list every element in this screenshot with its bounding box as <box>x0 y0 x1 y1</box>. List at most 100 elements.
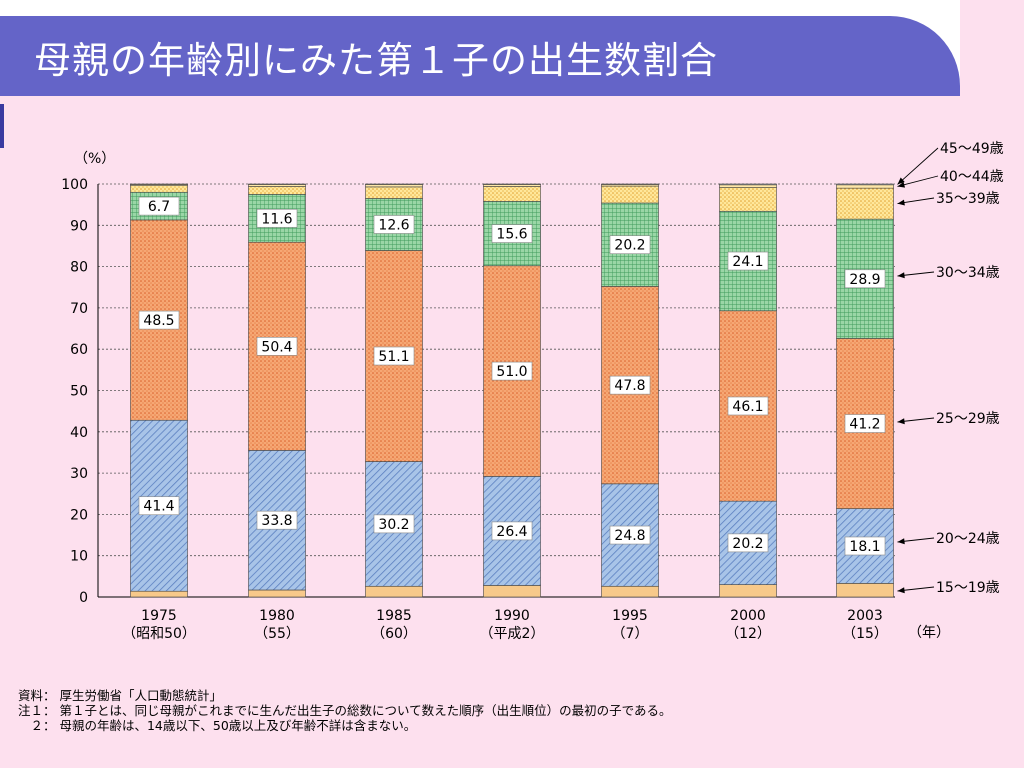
legend-arrow-line <box>897 147 939 185</box>
data-label: 12.6 <box>378 217 409 233</box>
data-label: 24.8 <box>614 528 645 544</box>
bar-segment <box>836 187 894 220</box>
data-label: 51.1 <box>378 349 409 365</box>
bar-segment <box>836 183 894 186</box>
data-label: 51.0 <box>496 364 527 380</box>
data-label: 28.9 <box>849 272 880 288</box>
legend-label: 45〜49歳 <box>940 141 1004 157</box>
data-label: 47.8 <box>614 378 645 394</box>
page-title: 母親の年齢別にみた第１子の出生数割合 <box>34 39 718 82</box>
legend-label: 25〜29歳 <box>936 411 1000 427</box>
data-label-box <box>256 337 298 356</box>
x-axis: 1975 （昭和50） 1980 （55） 1985 （60） 1990 （平成2） 1995 （… <box>122 608 888 642</box>
data-label-box <box>256 208 298 228</box>
bar-segment <box>836 184 894 189</box>
y-tick-label: 0 <box>79 590 88 606</box>
legend: 15〜19歳 20〜24歳 25〜29歳 30〜34歳 35〜39歳 40〜44歳 45〜4… <box>897 141 1004 596</box>
data-label-box <box>609 235 651 255</box>
bar-segment <box>365 186 423 199</box>
legend-label: 40〜44歳 <box>940 169 1004 185</box>
bar-segment <box>248 184 306 187</box>
data-labels: 41.4 48.5 6.7 33.8 50.4 11.6 30.2 51.1 12.6 26.4 5… <box>138 196 886 556</box>
data-label: 41.2 <box>849 417 880 433</box>
data-label: 11.6 <box>261 211 292 227</box>
data-label-box <box>138 310 180 330</box>
x-tick-label: 1985 <box>376 608 412 624</box>
legend-label: 35〜39歳 <box>936 191 1000 207</box>
y-tick-label: 10 <box>70 549 88 565</box>
legend-arrow-head <box>897 272 905 279</box>
data-label: 41.4 <box>143 499 174 515</box>
bar-segment <box>483 585 541 598</box>
data-label: 33.8 <box>261 513 292 529</box>
data-label-box <box>373 346 415 366</box>
x-tick-sublabel: （12） <box>725 626 771 642</box>
data-label: 50.4 <box>261 339 292 355</box>
bar-segment <box>719 183 777 186</box>
note-2: ２： 母親の年齢は、14歳以下、50歳以上及び年齢不詳は含まない。 <box>18 718 417 733</box>
x-tick-label: 1995 <box>612 608 648 624</box>
x-tick-sublabel: （15） <box>842 626 888 642</box>
y-axis-label: （%） <box>74 151 115 167</box>
accent-mark <box>0 104 4 148</box>
x-tick-sublabel: （7） <box>612 626 649 642</box>
data-label: 18.1 <box>849 539 880 555</box>
data-label-box <box>609 375 651 395</box>
bar-segment <box>365 585 423 598</box>
bar-segment <box>719 584 777 598</box>
x-tick-sublabel: （昭和50） <box>122 626 196 642</box>
legend-arrow-head <box>897 181 906 188</box>
data-label-box <box>491 224 533 243</box>
legend-arrow-head <box>897 538 905 545</box>
data-label: 26.4 <box>496 524 527 540</box>
y-tick-label: 100 <box>61 177 88 193</box>
y-tick-label: 90 <box>70 218 88 234</box>
y-axis: 0 10 20 30 40 50 60 70 80 90 100 <box>61 177 895 606</box>
x-tick-label: 2000 <box>730 608 766 624</box>
x-tick-label: 1975 <box>141 608 177 624</box>
y-tick-label: 20 <box>70 507 88 523</box>
data-label: 30.2 <box>378 517 409 533</box>
bar-segment <box>248 186 306 195</box>
data-label: 20.2 <box>614 238 645 254</box>
data-label-box <box>844 269 886 289</box>
data-label: 15.6 <box>496 227 527 243</box>
bar-segment <box>365 184 423 188</box>
legend-arrow-head <box>897 199 905 206</box>
data-label-box <box>727 396 769 416</box>
y-tick-label: 50 <box>70 384 88 400</box>
notes: 資料： 厚生労働省「人口動態統計」 注１： 第１子とは、同じ母親がこれまでに生んだ… <box>18 688 671 733</box>
data-label: 20.2 <box>732 536 763 552</box>
data-label-box <box>609 525 651 545</box>
data-label-box <box>491 521 533 541</box>
source-note: 資料： 厚生労働省「人口動態統計」 <box>18 688 222 703</box>
bar-segment <box>483 184 541 187</box>
y-tick-label: 60 <box>70 342 88 358</box>
legend-label: 15〜19歳 <box>936 580 1000 596</box>
legend-arrow-head <box>897 177 905 185</box>
bar-segment <box>130 185 188 193</box>
y-tick-label: 70 <box>70 301 88 317</box>
y-tick-label: 80 <box>70 260 88 276</box>
data-label: 24.1 <box>732 254 763 270</box>
legend-arrow-head <box>897 418 905 425</box>
y-tick-label: 30 <box>70 466 88 482</box>
x-tick-sublabel: （60） <box>371 626 417 642</box>
bar-segment <box>130 590 188 598</box>
bar-segment <box>601 185 659 204</box>
bar-segment <box>719 187 777 212</box>
note-1: 注１： 第１子とは、同じ母親がこれまでに生んだ出生子の総数について数えた順序（出… <box>18 703 672 718</box>
data-label-box <box>727 251 769 271</box>
data-label: 48.5 <box>143 313 174 329</box>
data-label-box <box>138 196 180 216</box>
data-label-box <box>373 215 415 234</box>
x-tick-label: 2003 <box>847 608 883 624</box>
data-label-box <box>491 361 533 381</box>
bar-segment <box>483 186 541 202</box>
legend-label: 20〜24歳 <box>936 531 1000 547</box>
x-tick-sublabel: （平成2） <box>480 626 545 642</box>
bar-segment <box>719 184 777 188</box>
bar-segment <box>836 583 894 598</box>
data-label-box <box>256 510 298 530</box>
